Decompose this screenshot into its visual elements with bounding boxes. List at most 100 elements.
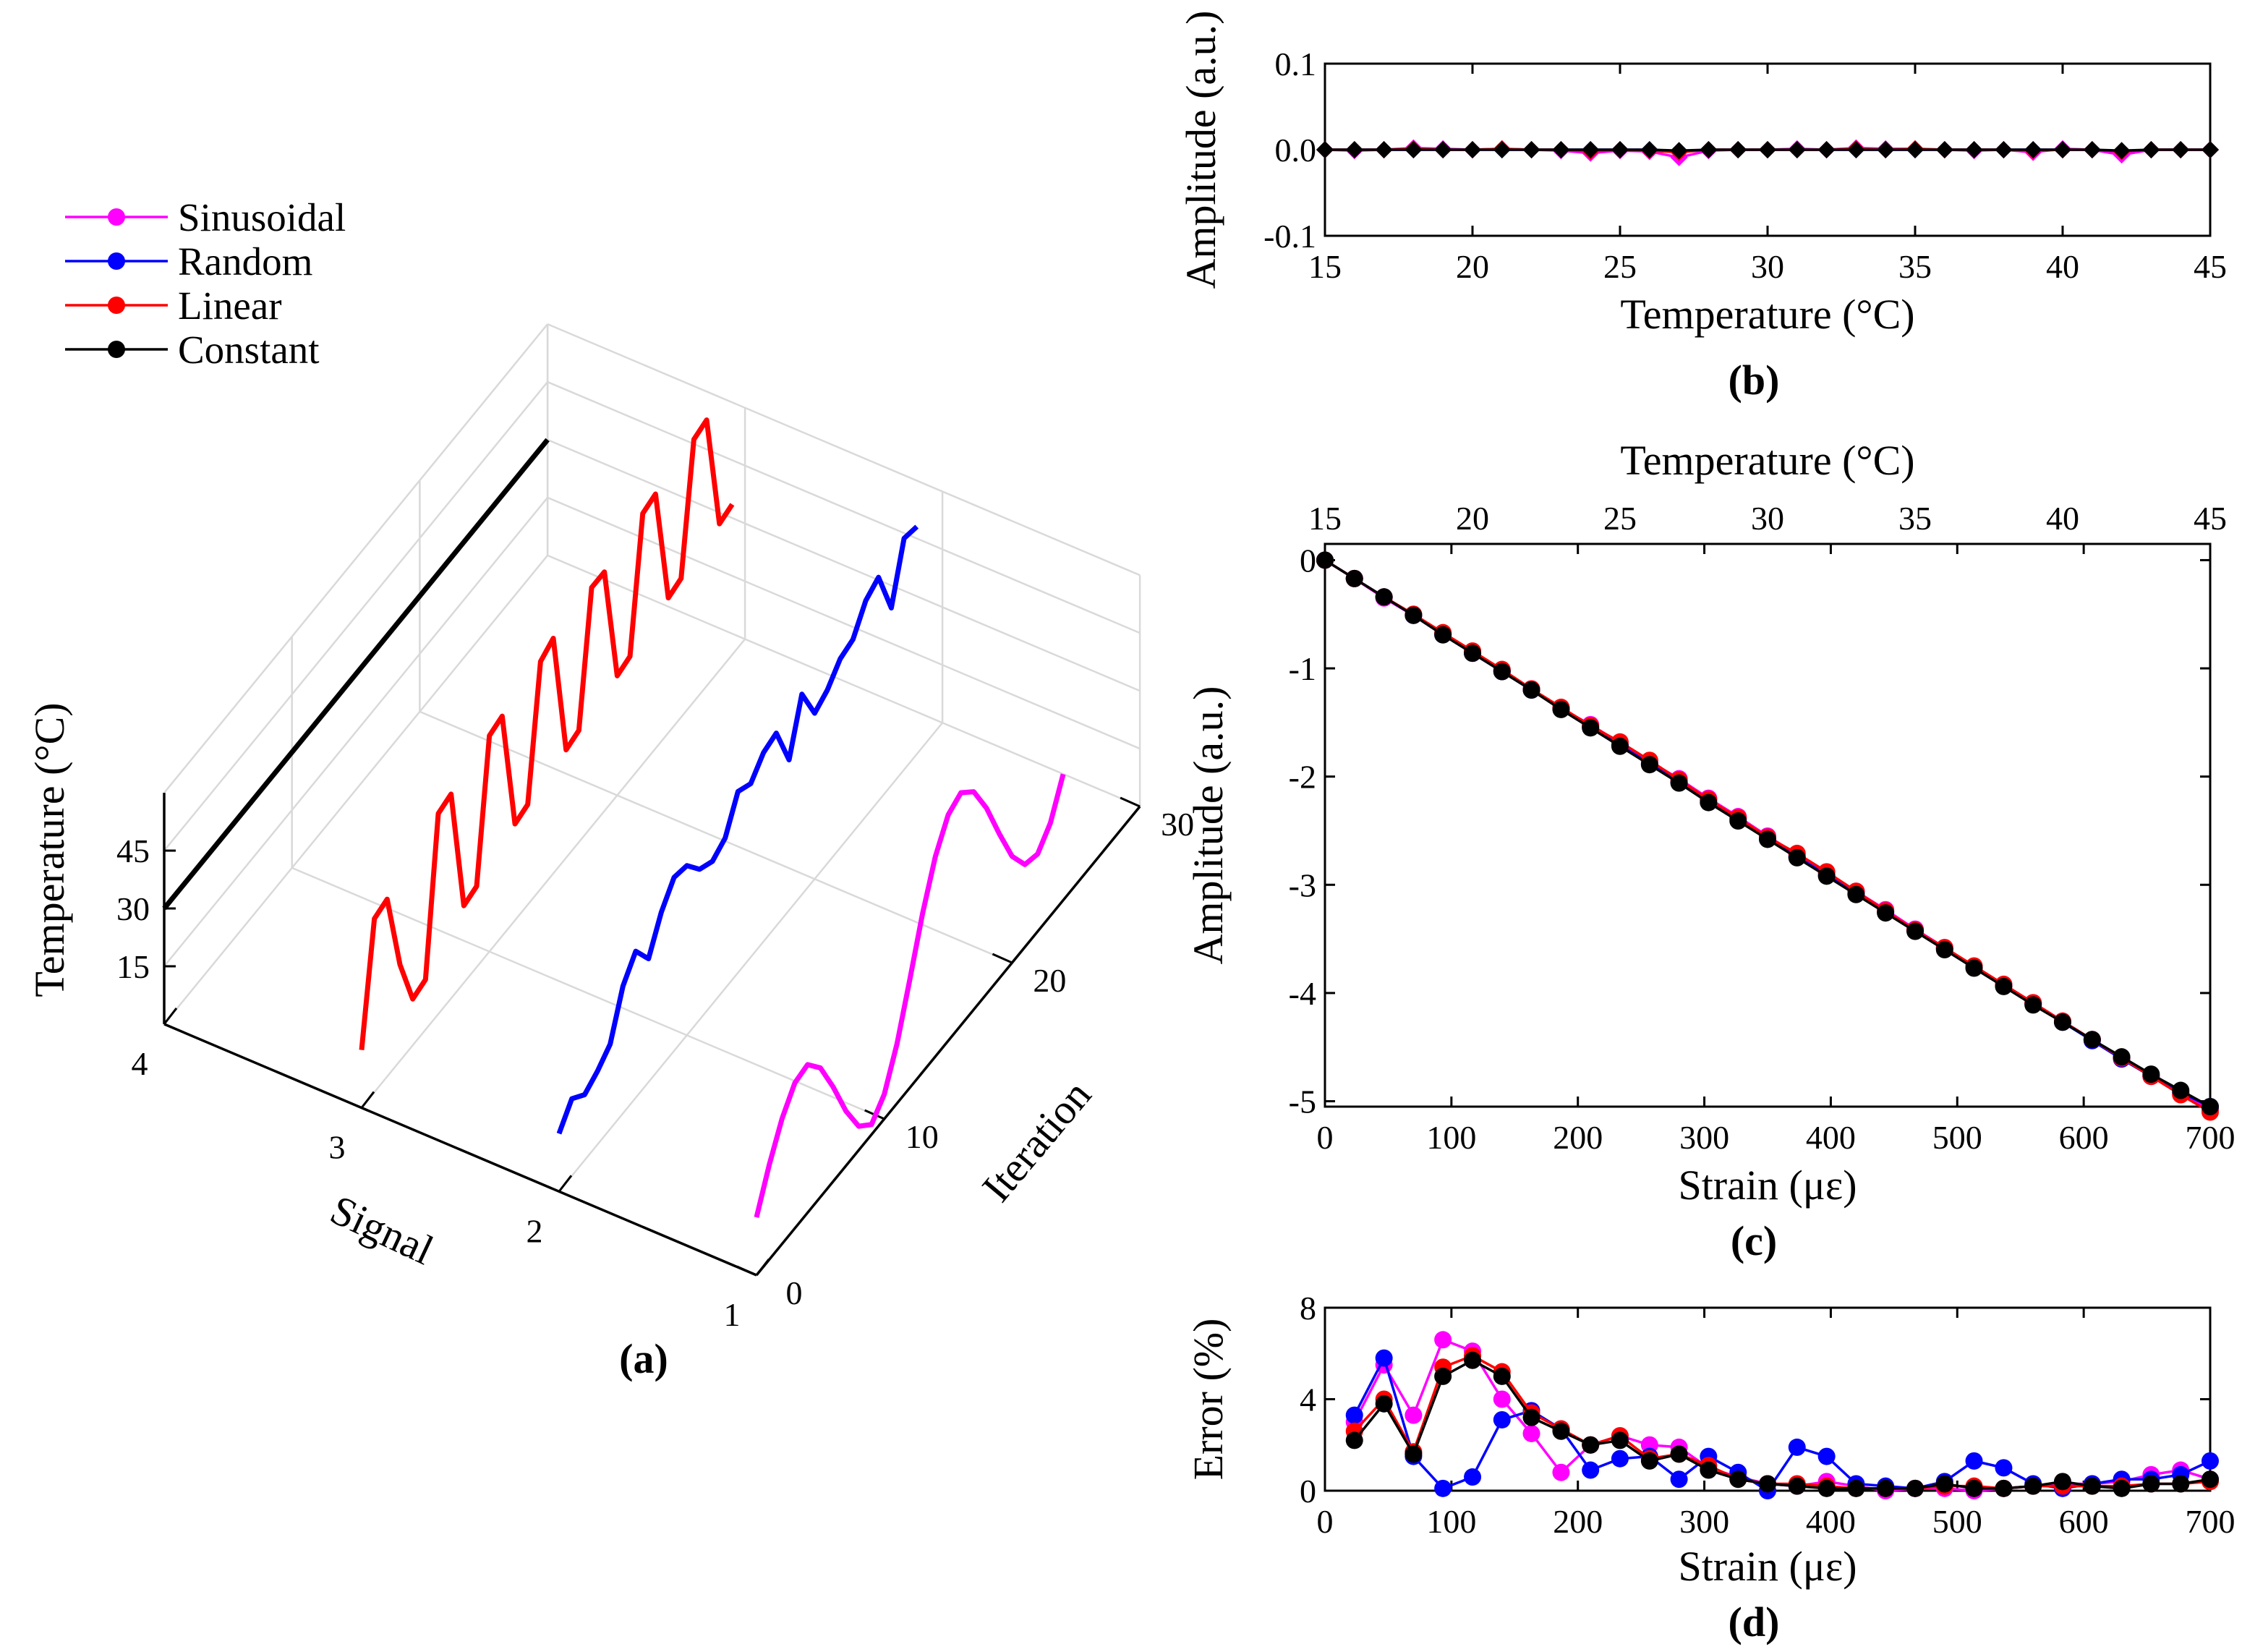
data-point-constant: [1375, 1395, 1393, 1413]
data-point-constant: [1316, 551, 1334, 569]
x-tick-label: 500: [1932, 1119, 1982, 1156]
top-x-tick-label: 35: [1898, 500, 1932, 537]
legend-label-random: Random: [178, 239, 312, 284]
data-point-constant: [1935, 141, 1953, 158]
data-point-constant: [1582, 719, 1600, 737]
data-point-random: [1817, 1447, 1836, 1465]
x-tick-label: 0: [1317, 1503, 1334, 1540]
temperature-tick-label: 15: [116, 948, 150, 985]
grid-line: [547, 438, 1141, 692]
temperature-axis-label: Temperature (°C): [26, 702, 73, 997]
grid-line: [547, 554, 1141, 808]
x-axis-label: Temperature (°C): [1620, 291, 1914, 338]
data-point-constant: [1582, 141, 1600, 158]
data-point-constant: [1877, 904, 1895, 922]
signal-tick-label: 4: [132, 1045, 148, 1082]
data-point-constant: [2172, 1081, 2190, 1099]
data-point-constant: [2201, 1098, 2219, 1115]
grid-line: [419, 710, 1013, 964]
data-point-constant: [2201, 141, 2219, 158]
y-tick-label: 0: [1300, 542, 1316, 579]
data-point-random: [1493, 1410, 1511, 1429]
data-point-random: [1965, 1452, 1983, 1470]
data-point-constant: [1759, 830, 1776, 848]
x-tick-label: 25: [1603, 248, 1637, 285]
top-x-tick-label: 40: [2046, 500, 2079, 537]
data-point-constant: [1611, 141, 1629, 158]
x-tick-label: 300: [1679, 1119, 1729, 1156]
data-point-constant: [1434, 626, 1452, 644]
signal-tick: [163, 1007, 178, 1025]
data-point-constant: [1464, 1351, 1482, 1369]
data-point-constant: [1493, 1367, 1511, 1385]
data-point-constant: [1817, 867, 1836, 885]
x-tick-label: 100: [1426, 1503, 1476, 1540]
data-point-constant: [1582, 1436, 1600, 1454]
data-point-constant: [1877, 1479, 1895, 1497]
data-point-constant: [1817, 1479, 1836, 1497]
data-point-random: [1611, 1449, 1629, 1468]
x-tick-label: 400: [1806, 1119, 1856, 1156]
data-point-constant: [2024, 1477, 2042, 1495]
signal-axis: [163, 1023, 757, 1277]
data-point-constant: [2113, 142, 2131, 160]
y-tick-label: -0.1: [1263, 218, 1316, 255]
data-point-constant: [1935, 1475, 1953, 1493]
top-x-tick-label: 20: [1456, 500, 1489, 537]
data-point-constant: [1522, 141, 1540, 158]
data-point-constant: [1464, 141, 1481, 158]
y-tick-label: -2: [1289, 759, 1316, 796]
legend-marker-random: [108, 252, 125, 270]
panel-b-label: (b): [1729, 357, 1780, 404]
data-point-constant: [1316, 141, 1334, 158]
panel-a-label: (a): [619, 1335, 668, 1382]
data-point-sinusoidal: [1434, 1331, 1452, 1349]
data-point-constant: [1464, 644, 1482, 663]
x-tick-label: 200: [1553, 1503, 1603, 1540]
legend-marker-linear: [108, 297, 125, 314]
data-point-constant: [2201, 1470, 2219, 1489]
data-point-sinusoidal: [1552, 1463, 1570, 1481]
data-point-constant: [1965, 141, 1983, 158]
plot-frame: [1324, 1306, 2212, 1492]
data-point-constant: [1788, 141, 1806, 158]
x-tick-label: 400: [1806, 1503, 1856, 1540]
data-point-constant: [1847, 885, 1865, 903]
y-tick-label: 0.1: [1275, 46, 1317, 82]
iteration-tick: [736, 1265, 757, 1277]
data-point-constant: [2172, 141, 2190, 158]
data-point-constant: [1640, 141, 1658, 158]
data-point-constant: [1345, 569, 1363, 587]
iteration-axis-label: Iteration: [973, 1071, 1100, 1210]
data-point-constant: [1847, 1479, 1865, 1497]
signal-tick: [755, 1259, 770, 1276]
data-point-random: [1788, 1438, 1806, 1456]
data-point-constant: [1847, 141, 1865, 158]
legend-marker-constant: [108, 341, 125, 358]
data-point-constant: [1552, 700, 1570, 718]
data-point-constant: [1729, 141, 1747, 158]
data-point-constant: [2083, 141, 2101, 158]
signal-tick-label: 3: [329, 1129, 346, 1166]
data-point-constant: [1434, 141, 1452, 158]
data-point-constant: [2142, 1065, 2160, 1083]
data-point-constant: [2083, 1477, 2101, 1495]
data-point-constant: [1670, 1445, 1688, 1463]
data-point-constant: [1817, 141, 1836, 158]
y-tick-label: -4: [1289, 975, 1316, 1012]
iteration-tick-label: 10: [905, 1118, 939, 1155]
data-point-constant: [2113, 1479, 2131, 1497]
signal-axis-label: Signal: [323, 1186, 440, 1274]
panel-c-plot: 0 100 200 300 400 500 600 700 0 -1 -2 -3 -4 -5 Strain …: [1185, 437, 2235, 1209]
grid-line: [558, 722, 944, 1193]
iteration-tick: [992, 953, 1013, 964]
data-point-constant: [1965, 959, 1983, 977]
data-point-random: [1582, 1461, 1600, 1479]
temperature-tick-label: 45: [116, 833, 150, 869]
y-tick-label: 4: [1300, 1381, 1316, 1418]
grid-line: [163, 555, 549, 1025]
data-point-constant: [1906, 922, 1925, 940]
x-tick-label: 700: [2186, 1503, 2235, 1540]
top-x-tick-label: 25: [1603, 500, 1637, 537]
y-tick-label: -5: [1289, 1083, 1316, 1120]
